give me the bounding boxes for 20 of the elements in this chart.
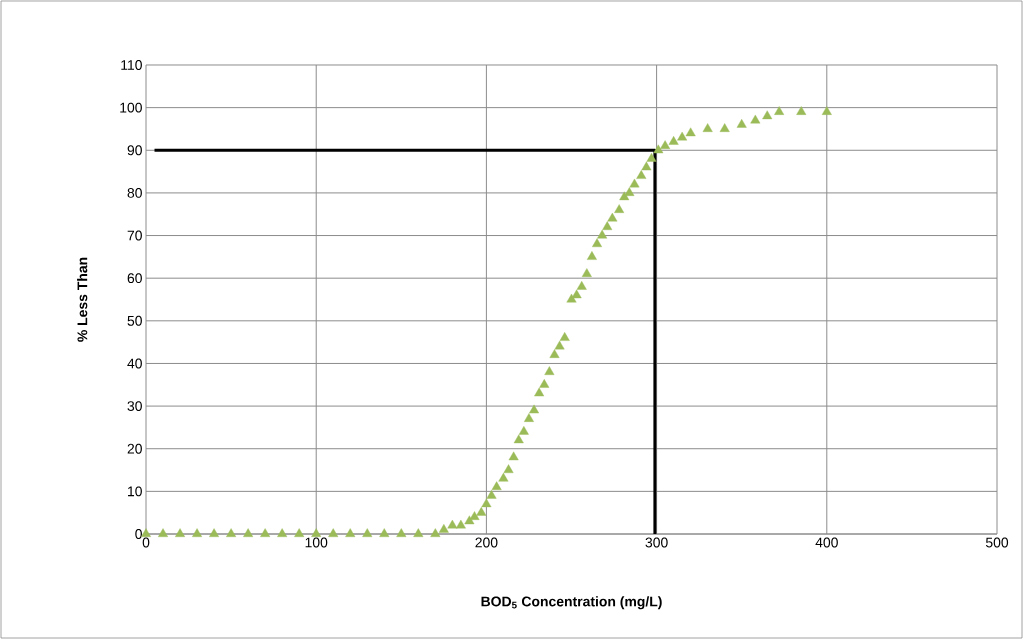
y-tick-label: 20 — [127, 443, 142, 454]
y-axis-title: % Less Than — [77, 257, 88, 342]
x-tick-label: 200 — [475, 537, 498, 548]
y-tick-label: 10 — [128, 486, 142, 497]
y-tick-label: 80 — [127, 187, 142, 198]
x-tick-label: 0 — [142, 537, 150, 548]
x-tick-label: 400 — [815, 537, 838, 548]
x-tick-label: 300 — [645, 537, 668, 548]
y-tick-label: 0 — [135, 529, 142, 539]
y-tick-label: 40 — [127, 358, 142, 369]
y-tick-label: 50 — [127, 315, 142, 326]
x-tick-label: 500 — [985, 537, 1009, 548]
y-tick-label: 70 — [127, 230, 142, 241]
y-tick-label: 30 — [127, 401, 142, 412]
y-tick-label: 100 — [120, 102, 142, 113]
x-axis-title: BOD$_{5}$ Concentration (mg/L) — [481, 596, 662, 610]
y-tick-label: 90 — [127, 145, 142, 156]
x-tick-label: 100 — [305, 537, 328, 548]
y-tick-label: 110 — [121, 60, 142, 70]
y-tick-label: 60 — [127, 273, 142, 284]
